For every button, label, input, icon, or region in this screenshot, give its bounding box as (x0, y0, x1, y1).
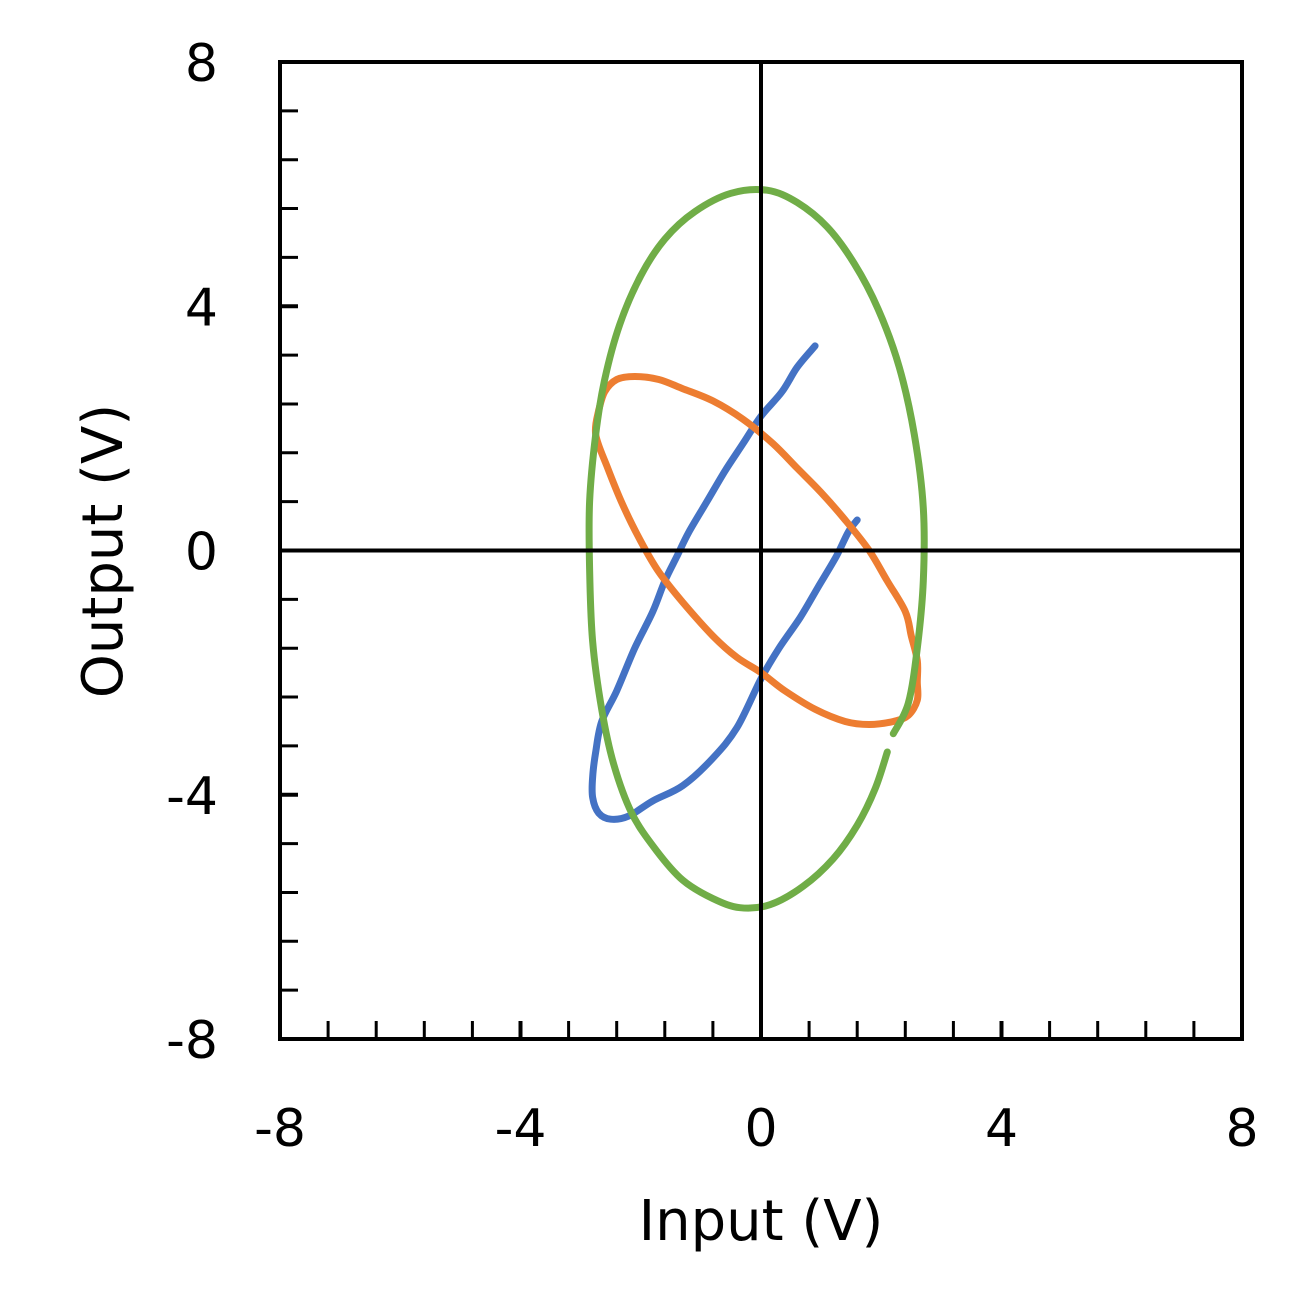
series-line-2 (591, 373, 922, 728)
x-tick-label: 4 (985, 1099, 1018, 1159)
x-tick-label: -8 (254, 1099, 306, 1159)
x-tick-label: 0 (744, 1099, 777, 1159)
x-tick-label: -4 (495, 1099, 547, 1159)
labels-layer: Input (V) Output (V) -8 -8 -4 -4 0 0 4 4 8 8 (71, 34, 1259, 1254)
y-tick-label: 0 (185, 523, 218, 583)
y-tick-label: -8 (166, 1011, 218, 1071)
y-tick-label: -4 (166, 767, 218, 827)
y-axis-title: Output (V) (71, 404, 136, 698)
x-axis-title: Input (V) (639, 1189, 884, 1254)
x-tick-label: 8 (1225, 1099, 1258, 1159)
y-tick-label: 8 (185, 34, 218, 94)
y-tick-label: 4 (185, 278, 218, 338)
series-line-3 (585, 186, 928, 912)
axes-layer (278, 60, 1244, 1041)
series-layer (585, 186, 928, 912)
series-line-1 (588, 342, 861, 823)
